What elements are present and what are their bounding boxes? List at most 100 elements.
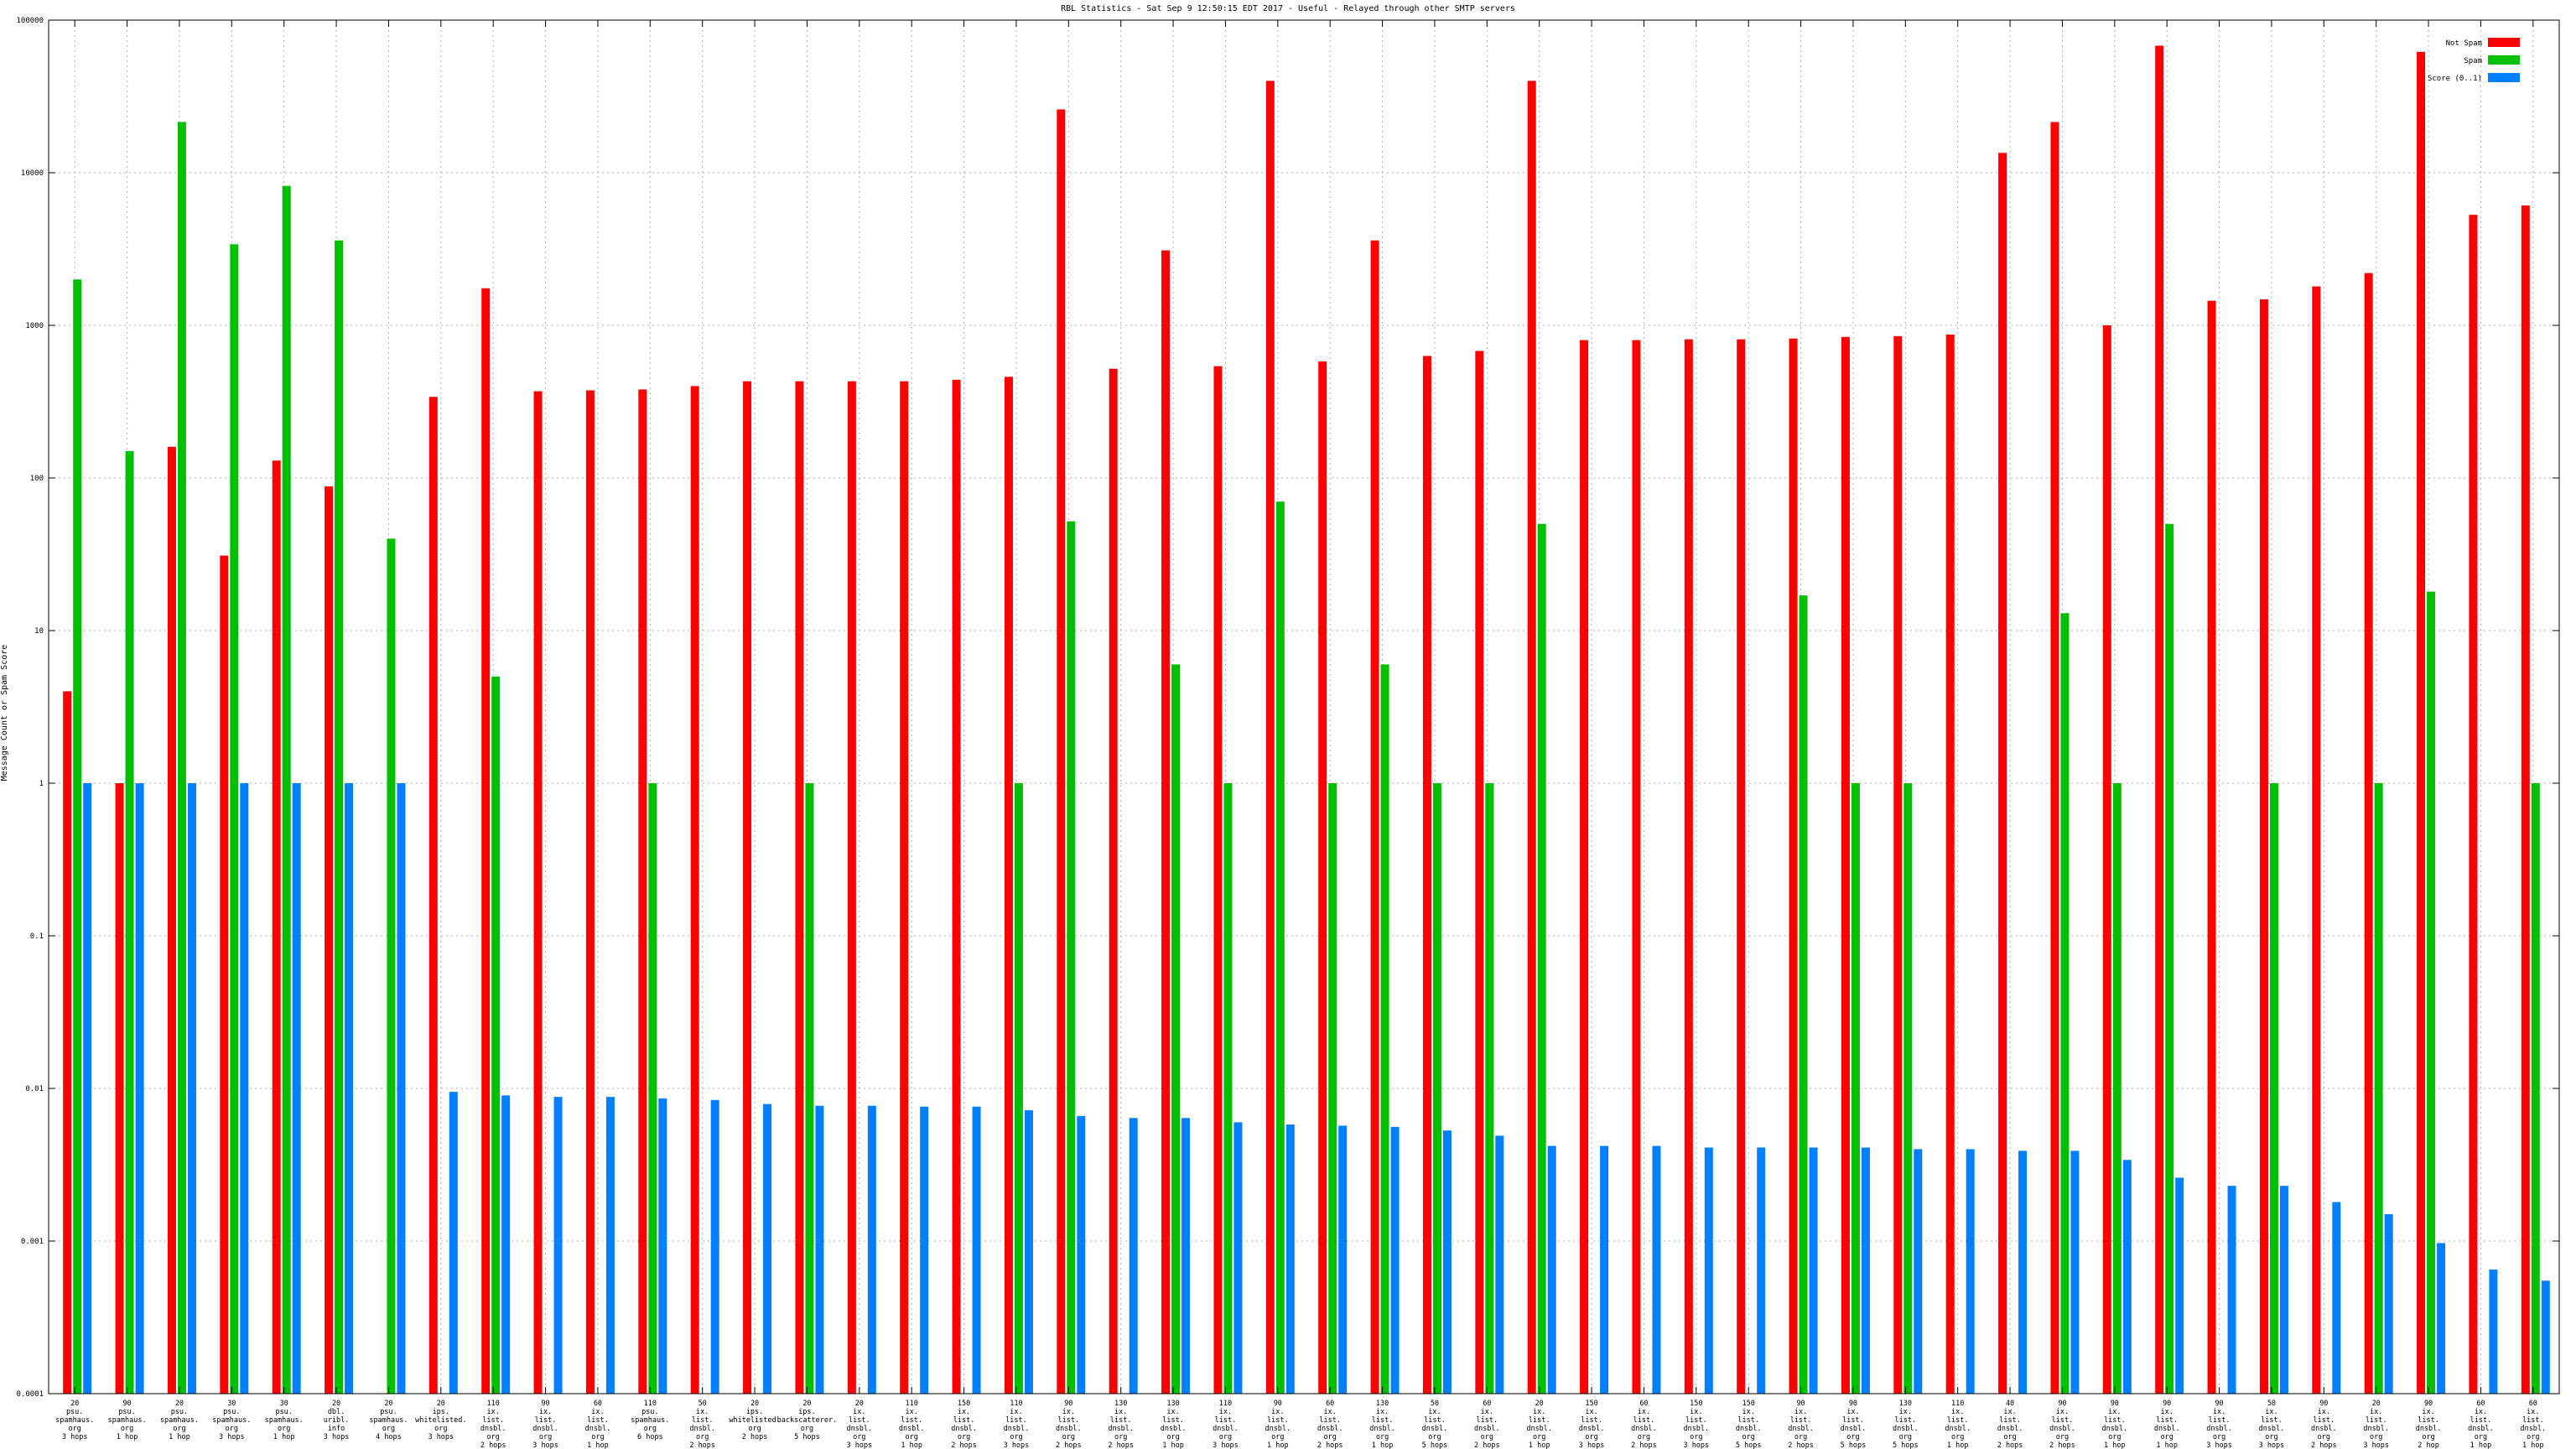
bar-score-0-1 — [1077, 1115, 1086, 1394]
x-category-label-line: 20 — [70, 1400, 79, 1408]
x-category-label-line: org — [1271, 1433, 1284, 1441]
x-category-label-line: ix. — [1533, 1408, 1545, 1416]
x-category-label-line: dnsbl. — [2101, 1425, 2127, 1433]
x-category-label-line: list. — [953, 1416, 975, 1425]
bar-score-0-1 — [1652, 1145, 1661, 1394]
y-tick-label: 0.1 — [30, 932, 44, 941]
x-category-label-line: dnsbl. — [1997, 1425, 2023, 1433]
x-category-label-line: dnsbl. — [1736, 1425, 1762, 1433]
x-category-label-line: ix. — [906, 1408, 918, 1416]
x-category-label-line: 2 hops — [1108, 1441, 1134, 1449]
x-category-label-line: org — [853, 1433, 865, 1441]
bar-not-spam — [1841, 336, 1850, 1394]
x-category-label-line: 5 hops — [794, 1433, 820, 1441]
x-category-label-line: 130 — [1114, 1400, 1127, 1408]
x-category-label-line: dnsbl. — [2154, 1425, 2180, 1433]
legend: Not Spam Spam Score (0..1) — [2428, 38, 2520, 83]
x-category-label-line: 60 — [594, 1400, 602, 1408]
x-category-label-line: dnsbl. — [532, 1425, 558, 1433]
x-category-label-line: 2 hops — [1317, 1441, 1343, 1449]
bar-score-0-1 — [1495, 1135, 1504, 1394]
bar-not-spam — [1475, 351, 1484, 1394]
x-category-label-line: 110 — [1219, 1400, 1232, 1408]
x-category-label-line: ix. — [2056, 1408, 2069, 1416]
x-category-label-line: 1 hop — [2470, 1441, 2492, 1449]
bar-spam — [2165, 523, 2174, 1394]
bar-not-spam — [2155, 45, 2164, 1394]
x-category-label-line: 1 hop — [169, 1433, 190, 1441]
x-category-label-line: 3 hops — [2259, 1441, 2285, 1449]
x-category-label-line: list. — [1372, 1416, 1394, 1425]
x-category-label-line: org — [1376, 1433, 1389, 1441]
x-category-label-line: org — [2108, 1433, 2121, 1441]
bar-score-0-1 — [1024, 1109, 1033, 1394]
x-category-label-line: psu. — [66, 1408, 83, 1416]
chart-title: RBL Statistics - Sat Sep 9 12:50:15 EDT … — [1061, 4, 1515, 13]
x-category-label-line: 6 hops — [637, 1433, 663, 1441]
bar-score-0-1 — [658, 1098, 667, 1394]
x-category-label-line: 90 — [2319, 1400, 2328, 1408]
bar-spam — [1799, 595, 1808, 1394]
x-category-label-line: list. — [1895, 1416, 1917, 1425]
x-category-label-line: 3 hops — [2206, 1441, 2232, 1449]
x-category-label-line: 150 — [958, 1400, 970, 1408]
x-category-label-line: ix. — [1062, 1408, 1075, 1416]
x-category-label-line: org — [1899, 1433, 1912, 1441]
x-category-label-line: 1 hop — [273, 1433, 295, 1441]
x-category-label-line: ix. — [1219, 1408, 1232, 1416]
x-category-label-line: org — [801, 1425, 813, 1433]
x-category-label-line: dnsbl. — [2049, 1425, 2075, 1433]
x-category-label-line: dnsbl. — [1422, 1425, 1448, 1433]
x-category-label-line: 3 hops — [1213, 1441, 1239, 1449]
x-category-label-line: 2 hops — [480, 1441, 506, 1449]
x-category-label-line: 30 — [280, 1400, 288, 1408]
bar-score-0-1 — [2070, 1150, 2080, 1394]
bar-score-0-1 — [1338, 1125, 1348, 1394]
x-category-label-line: 1 hop — [1267, 1441, 1289, 1449]
bar-score-0-1 — [1809, 1147, 1818, 1394]
x-category-label-line: 150 — [1742, 1400, 1755, 1408]
x-category-label-line: dnsbl. — [1474, 1425, 1500, 1433]
x-category-label-line: ix. — [958, 1408, 970, 1416]
x-category-label-line: 90 — [541, 1400, 549, 1408]
x-category-label-line: 3 hops — [846, 1441, 872, 1449]
x-category-label-line: org — [173, 1425, 185, 1433]
bar-not-spam — [1527, 80, 1536, 1394]
x-category-label-line: org — [278, 1425, 290, 1433]
x-category-label-line: dnsbl. — [2259, 1425, 2285, 1433]
grid-lines — [49, 20, 2559, 1394]
bar-score-0-1 — [1757, 1147, 1766, 1394]
x-category-label-line: org — [696, 1433, 709, 1441]
x-category-label-line: dnsbl. — [1893, 1425, 1919, 1433]
bar-not-spam — [2312, 286, 2321, 1394]
x-category-label-line: 3 hops — [532, 1441, 558, 1449]
x-category-label-line: 20 — [1535, 1400, 1544, 1408]
bar-spam — [1537, 523, 1546, 1394]
x-category-label-line: list. — [2522, 1416, 2544, 1425]
x-category-label-line: org — [2213, 1433, 2225, 1441]
x-category-label-line: dnsbl. — [1369, 1425, 1395, 1433]
x-category-label-line: psu. — [118, 1408, 135, 1416]
bar-spam — [805, 783, 814, 1394]
x-category-label-line: 2 hop — [2418, 1441, 2439, 1449]
x-category-label-line: spamhaus. — [108, 1416, 147, 1425]
x-category-label-line: list. — [2209, 1416, 2231, 1425]
bar-score-0-1 — [345, 783, 354, 1394]
x-category-label-line: 20 — [855, 1400, 864, 1408]
x-category-label-line: dnsbl. — [1526, 1425, 1552, 1433]
x-category-label-line: dnsbl. — [1317, 1425, 1343, 1433]
x-category-label-line: org — [1533, 1433, 1545, 1441]
x-category-label-line: ips. — [798, 1408, 815, 1416]
x-category-label-line: org — [382, 1425, 395, 1433]
